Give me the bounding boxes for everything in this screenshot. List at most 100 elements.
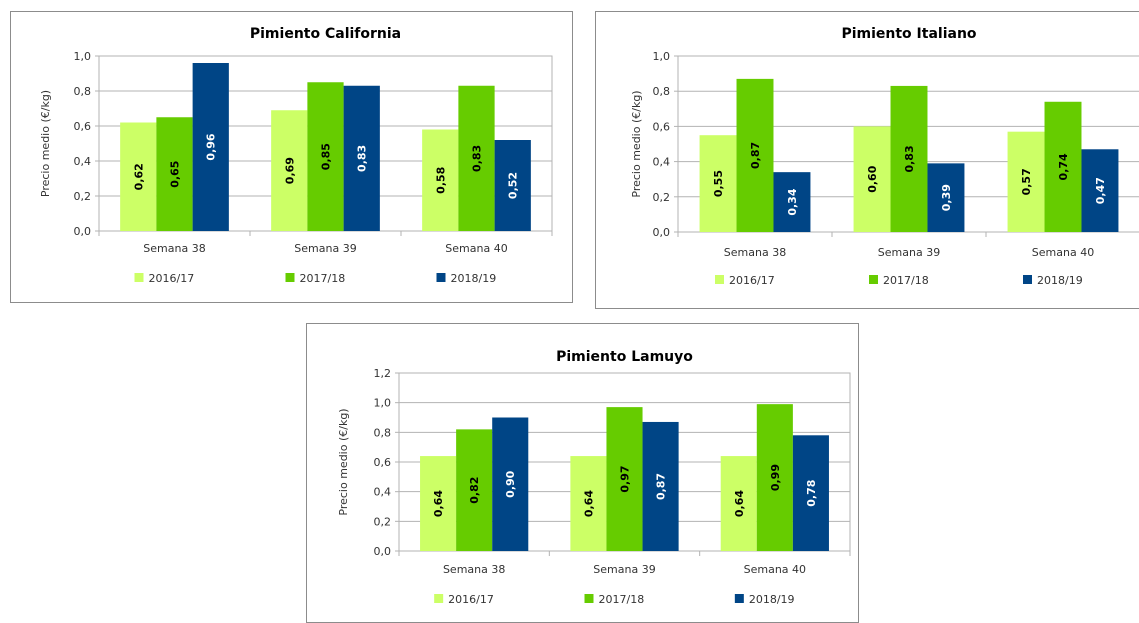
- legend-swatch: [134, 273, 144, 282]
- y-axis-label: Precio medio (€/kg): [39, 90, 52, 197]
- data-label: 0,57: [1020, 168, 1033, 195]
- x-tick-label: Semana 38: [143, 242, 205, 255]
- bar: [456, 429, 493, 551]
- data-label: 0,90: [504, 470, 517, 497]
- y-tick-label: 0,2: [74, 190, 92, 203]
- legend-label: 2016/17: [729, 274, 775, 287]
- chart-title: Pimiento Italiano: [841, 26, 976, 42]
- bar: [307, 82, 344, 231]
- y-tick-label: 1,0: [74, 50, 92, 63]
- y-tick-label: 0,6: [74, 120, 92, 133]
- data-label: 0,83: [356, 145, 369, 172]
- bar: [642, 421, 679, 551]
- data-label: 0,34: [786, 188, 799, 215]
- data-label: 0,87: [749, 142, 762, 169]
- legend-swatch: [715, 275, 724, 284]
- bar: [343, 85, 380, 231]
- legend-swatch: [1023, 275, 1032, 284]
- data-label: 0,78: [805, 480, 818, 507]
- data-label: 0,96: [205, 133, 218, 160]
- x-tick-label: Semana 40: [1032, 246, 1094, 259]
- bar: [458, 85, 495, 231]
- y-tick-label: 0,4: [374, 486, 392, 499]
- bar: [570, 456, 607, 551]
- x-tick-label: Semana 39: [878, 246, 940, 259]
- data-label: 0,60: [866, 165, 879, 192]
- x-tick-label: Semana 39: [593, 563, 655, 576]
- y-tick-label: 0,0: [653, 226, 671, 239]
- bar: [773, 172, 811, 232]
- data-label: 0,64: [733, 490, 746, 517]
- y-tick-label: 1,0: [374, 397, 392, 410]
- data-label: 0,74: [1057, 153, 1070, 180]
- y-tick-label: 1,2: [374, 367, 392, 380]
- chart-title: Pimiento Lamuyo: [556, 349, 693, 365]
- bar: [420, 456, 457, 551]
- bar: [492, 417, 529, 551]
- bar: [422, 129, 459, 231]
- chart-svg: 0,0 0,2 0,4 0,6 0,8 1,0 Pimiento Italiano Preci…: [630, 26, 1139, 287]
- chart-svg: 0,0 0,2 0,4 0,6 0,8 1,0 Pimiento California Pre…: [39, 26, 553, 285]
- legend-label: 2016/17: [448, 593, 494, 606]
- y-tick-label: 0,6: [653, 120, 671, 133]
- legend-label: 2018/19: [451, 272, 497, 285]
- y-tick-label: 0,8: [653, 85, 671, 98]
- data-label: 0,64: [432, 490, 445, 517]
- legend-swatch: [734, 594, 744, 603]
- data-label: 0,65: [169, 161, 182, 188]
- y-tick-label: 0,4: [74, 155, 92, 168]
- data-label: 0,82: [468, 477, 481, 504]
- x-tick-label: Semana 38: [443, 563, 505, 576]
- x-tick-label: Semana 40: [744, 563, 806, 576]
- bar: [1007, 131, 1045, 232]
- x-tick-label: Semana 38: [724, 246, 786, 259]
- legend-swatch: [285, 273, 295, 282]
- data-label: 0,83: [903, 145, 916, 172]
- y-tick-label: 0,0: [74, 225, 92, 238]
- bar: [756, 404, 793, 551]
- bar: [792, 435, 829, 551]
- bar: [736, 78, 774, 232]
- x-tick-label: Semana 39: [294, 242, 356, 255]
- data-label: 0,99: [769, 464, 782, 491]
- data-label: 0,39: [940, 184, 953, 211]
- y-tick-label: 0,4: [653, 156, 671, 169]
- legend-swatch: [434, 594, 444, 603]
- y-tick-label: 1,0: [653, 50, 671, 63]
- data-label: 0,47: [1094, 177, 1107, 204]
- y-tick-label: 0,6: [374, 456, 392, 469]
- chart-pimiento-italiano: 0,0 0,2 0,4 0,6 0,8 1,0 Pimiento Italiano Preci…: [595, 11, 1139, 309]
- legend-swatch: [869, 275, 878, 284]
- bar: [890, 85, 928, 232]
- bar: [156, 117, 193, 231]
- legend-label: 2017/18: [300, 272, 346, 285]
- bar: [699, 135, 737, 232]
- data-label: 0,52: [507, 172, 520, 199]
- y-tick-label: 0,0: [374, 545, 392, 558]
- legend-label: 2017/18: [599, 593, 645, 606]
- legend-swatch: [436, 273, 446, 282]
- bar: [271, 110, 308, 231]
- y-tick-label: 0,2: [653, 191, 671, 204]
- x-tick-label: Semana 40: [445, 242, 507, 255]
- y-axis-label: Precio medio (€/kg): [630, 90, 643, 197]
- legend-swatch: [584, 594, 594, 603]
- data-label: 0,87: [655, 473, 668, 500]
- bar: [606, 407, 643, 551]
- bar: [1044, 101, 1082, 232]
- legend-label: 2018/19: [749, 593, 795, 606]
- data-label: 0,97: [619, 465, 632, 492]
- legend-label: 2017/18: [883, 274, 929, 287]
- data-label: 0,62: [132, 163, 145, 190]
- y-tick-label: 0,8: [374, 426, 392, 439]
- chart-svg: 0,0 0,2 0,4 0,6 0,8 1,0 1,2 Pimiento Lamuyo Prec…: [337, 349, 851, 606]
- bar: [720, 456, 757, 551]
- data-label: 0,64: [582, 490, 595, 517]
- chart-pimiento-california: 0,0 0,2 0,4 0,6 0,8 1,0 Pimiento California Pre…: [10, 11, 573, 303]
- bar: [494, 140, 531, 231]
- data-label: 0,83: [471, 145, 484, 172]
- data-label: 0,58: [434, 167, 447, 194]
- bar: [1081, 149, 1119, 232]
- bar: [927, 163, 965, 232]
- y-axis-label: Precio medio (€/kg): [337, 408, 350, 515]
